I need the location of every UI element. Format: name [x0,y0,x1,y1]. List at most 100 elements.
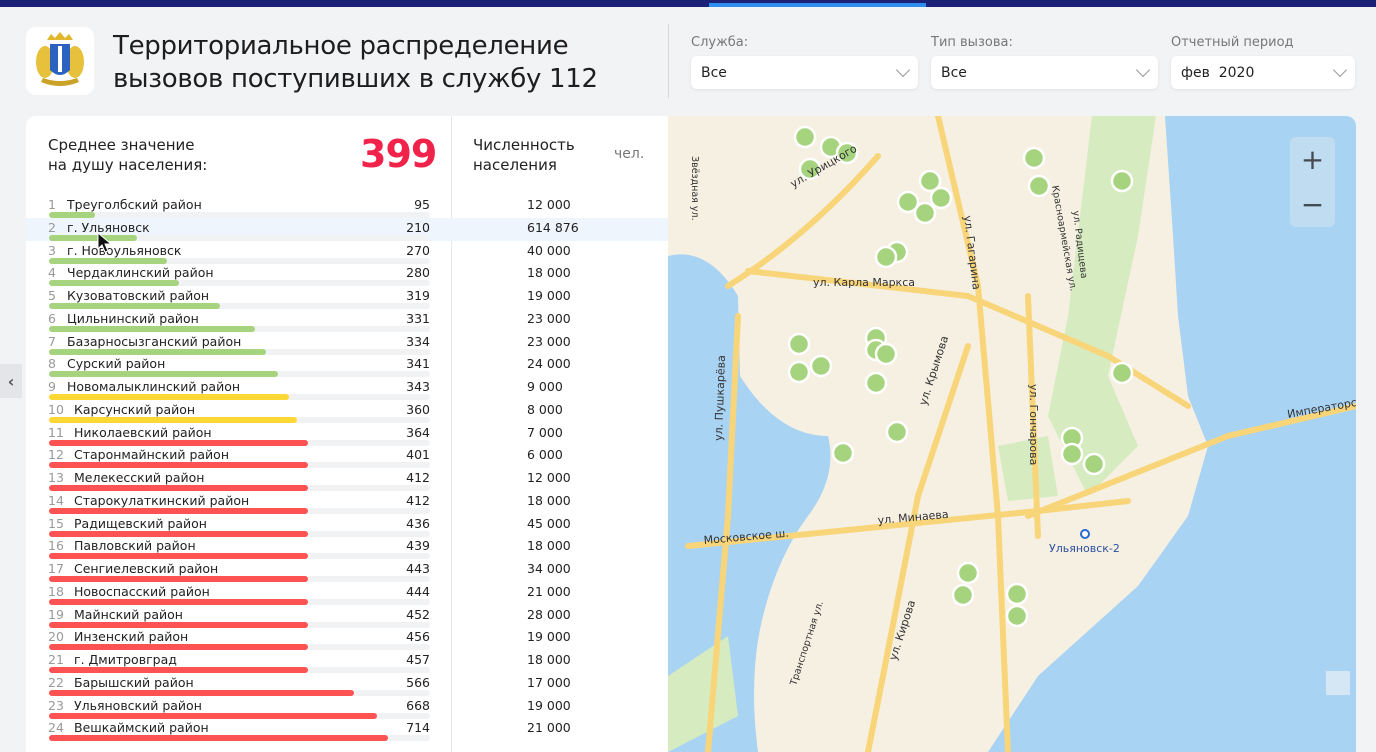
per-capita-value: 436 [406,515,430,531]
district-row[interactable]: 6 Цильнинский район 331 23 000 [26,309,669,332]
map-marker[interactable] [1082,452,1106,476]
map-marker[interactable] [809,354,833,378]
bar-fill [49,439,309,446]
map-marker[interactable] [1005,604,1029,628]
district-row[interactable]: 8 Сурский район 341 24 000 [26,354,669,378]
rank-number: 2 [48,219,56,235]
district-row[interactable]: 24 Вешкаймский район 714 21 000 [26,718,669,742]
district-row[interactable]: 7 Базарносызганский район 334 23 000 [26,332,669,355]
district-row[interactable]: 14 Старокулаткинский район 412 18 000 [26,491,669,514]
bar-fill [49,644,309,651]
map-marker[interactable] [1005,582,1029,606]
district-row[interactable]: 3 г. Новоульяновск 270 40 000 [26,241,669,264]
map[interactable]: ул. Урицкого ул. Карла Маркса ул. Гагари… [668,116,1356,752]
map-marker[interactable] [951,583,975,607]
map-corner-control[interactable] [1326,671,1350,695]
district-row[interactable]: 15 Радищевский район 436 45 000 [26,514,669,537]
district-name: г. Новоульяновск [67,242,182,258]
district-row[interactable]: 2 г. Ульяновск 210 614 876 [26,217,669,241]
map-marker[interactable] [874,245,898,269]
district-name: Сенгиелевский район [74,561,219,576]
district-row[interactable]: 9 Новомалыклинский район 343 9 000 [26,377,669,400]
mouse-cursor-icon [97,232,113,253]
map-marker[interactable] [929,186,953,210]
map-marker[interactable] [913,201,937,225]
map-water-volga [988,116,1356,752]
map-marker[interactable] [1027,174,1051,198]
map-canvas[interactable]: ул. Урицкого ул. Карла Маркса ул. Гагари… [668,116,1356,752]
district-row[interactable]: 5 Кузоватовский район 319 19 000 [26,286,669,309]
district-row[interactable]: 13 Мелекесский район 412 12 000 [26,468,669,491]
service-select[interactable]: Все [691,56,918,89]
call-type-select[interactable]: Все [931,56,1158,89]
chevron-down-icon [895,62,911,78]
district-row[interactable]: 11 Николаевский район 364 7 000 [26,423,669,446]
district-name: Барышский район [74,674,194,690]
bar-fill [49,530,309,537]
map-marker[interactable] [793,125,817,149]
per-capita-value: 95 [414,197,430,212]
zoom-in-button[interactable]: + [1300,143,1325,176]
map-marker[interactable] [787,360,811,384]
active-tab-indicator[interactable] [709,3,926,7]
per-capita-value: 566 [406,674,430,690]
collapse-arrow-icon[interactable]: ‹ [0,364,22,398]
map-marker[interactable] [956,561,980,585]
district-row[interactable]: 21 г. Дмитровград 457 18 000 [26,650,669,673]
map-marker[interactable] [831,441,855,465]
map-marker[interactable] [1060,442,1084,466]
district-name: Чердаклинский район [67,265,214,281]
map-marker[interactable] [1110,361,1134,385]
district-row[interactable]: 17 Сенгиелевский район 443 34 000 [26,559,669,582]
zoom-out-button[interactable]: − [1300,188,1325,221]
population-value: 45 000 [527,515,571,531]
district-row[interactable]: 20 Инзенский район 456 19 000 [26,627,669,651]
district-name: Новомалыклинский район [67,379,241,394]
per-capita-value: 668 [406,697,430,713]
population-value: 19 000 [527,697,571,713]
map-marker[interactable] [1022,146,1046,170]
map-park [1048,116,1156,496]
district-row[interactable]: 23 Ульяновский район 668 19 000 [26,696,669,719]
bar-track [49,576,430,582]
per-capita-value: 341 [406,356,430,372]
population-value: 8 000 [527,401,563,417]
rank-number: 17 [48,561,64,576]
district-row[interactable]: 18 Новоспасский район 444 21 000 [26,582,669,605]
district-name: Треуголбский район [67,197,202,212]
title-line-1: Территориальное распределение [113,31,569,61]
rank-number: 4 [48,265,56,281]
rank-number: 12 [48,447,64,463]
period-select[interactable]: фев 2020 [1171,56,1355,89]
bar-fill [49,667,309,673]
district-row[interactable]: 4 Чердаклинский район 280 18 000 [26,263,669,287]
map-marker[interactable] [798,157,822,181]
map-marker[interactable] [835,141,859,165]
district-row[interactable]: 16 Павловский район 439 18 000 [26,536,669,560]
map-marker[interactable] [918,169,942,193]
map-marker[interactable] [885,420,909,444]
district-row[interactable]: 19 Майнский район 452 28 000 [26,605,669,628]
per-capita-value: 334 [406,333,430,349]
population-value: 23 000 [527,333,571,349]
district-name: Николаевский район [74,424,212,440]
map-marker[interactable] [896,190,920,214]
bar-fill [49,462,309,469]
rank-number: 19 [48,606,64,622]
bar-fill [49,234,137,241]
district-row[interactable]: 10 Карсунский район 360 8 000 [26,400,669,423]
map-marker[interactable] [787,332,811,356]
district-row[interactable]: 22 Барышский район 566 17 000 [26,673,669,696]
bar-fill [49,257,168,264]
rank-number: 6 [48,310,56,326]
district-row[interactable]: 12 Старонмайнский район 401 6 000 [26,445,669,469]
map-marker[interactable] [864,371,888,395]
population-value: 28 000 [527,606,571,622]
rank-number: 8 [48,356,56,372]
map-marker[interactable] [874,342,898,366]
rank-number: 14 [48,492,64,508]
district-name: г. Дмитровград [74,652,177,667]
map-marker[interactable] [1110,169,1134,193]
period-select-value: фев 2020 [1181,64,1255,81]
district-row[interactable]: 1 Треуголбский район 95 12 000 [26,195,669,218]
